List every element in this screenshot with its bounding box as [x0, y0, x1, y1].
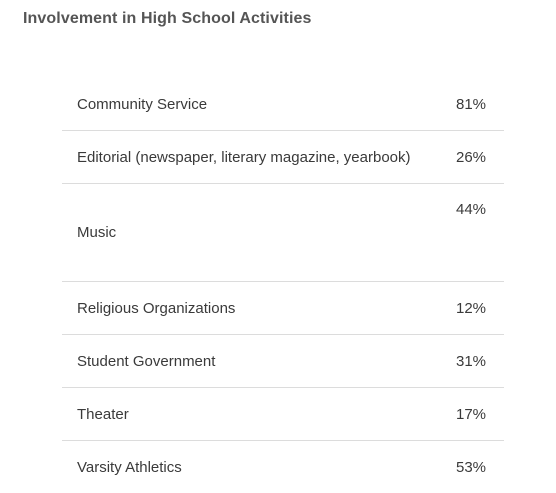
- activities-table: Community Service 81% Editorial (newspap…: [62, 78, 504, 493]
- table-row: Editorial (newspaper, literary magazine,…: [62, 131, 504, 184]
- activity-name: Editorial (newspaper, literary magazine,…: [62, 131, 456, 184]
- activity-percent: 81%: [456, 78, 504, 131]
- table-row: Varsity Athletics 53%: [62, 441, 504, 493]
- activity-percent: 31%: [456, 335, 504, 388]
- page-title: Involvement in High School Activities: [23, 10, 312, 28]
- activity-name: Music: [62, 184, 456, 282]
- table-row: Religious Organizations 12%: [62, 282, 504, 335]
- activity-name: Varsity Athletics: [62, 441, 456, 493]
- activity-percent: 12%: [456, 282, 504, 335]
- table-row: Community Service 81%: [62, 78, 504, 131]
- activity-percent: 17%: [456, 388, 504, 441]
- table-row: Student Government 31%: [62, 335, 504, 388]
- activity-name: Student Government: [62, 335, 456, 388]
- table-row: Music 44%: [62, 184, 504, 282]
- activity-name: Theater: [62, 388, 456, 441]
- activity-percent: 53%: [456, 441, 504, 493]
- activity-name: Community Service: [62, 78, 456, 131]
- activity-percent: 26%: [456, 131, 504, 184]
- table-row: Theater 17%: [62, 388, 504, 441]
- activity-percent: 44%: [456, 184, 504, 282]
- activity-name: Religious Organizations: [62, 282, 456, 335]
